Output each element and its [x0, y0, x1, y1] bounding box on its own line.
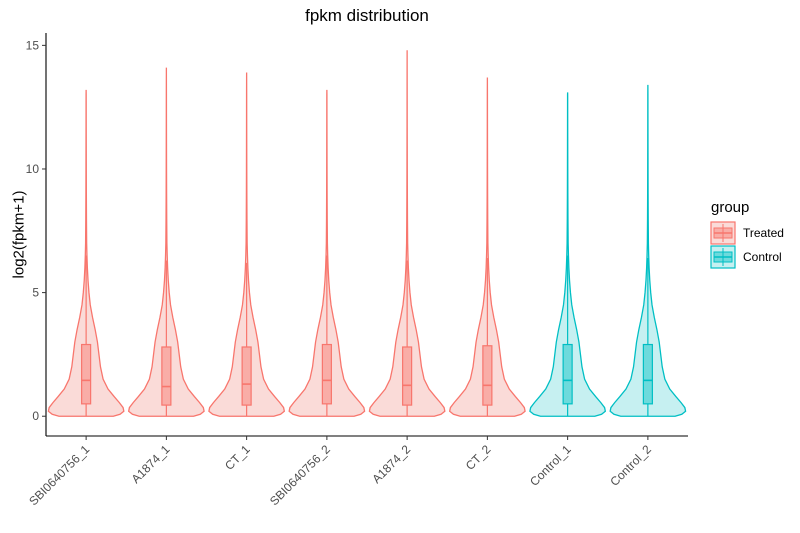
legend-label-treated: Treated	[743, 226, 784, 240]
plot-area	[47, 50, 687, 417]
box-Control_1	[562, 343, 573, 405]
box-SBI0640756_1	[81, 343, 92, 405]
violin-SBI0640756_1	[47, 89, 125, 417]
x-tick-label-SBI0640756_1: SBI0640756_1	[26, 442, 92, 508]
box-CT_1	[241, 346, 252, 406]
violin-SBI0640756_2	[288, 89, 366, 417]
box-fill-A1874_1	[161, 346, 171, 406]
legend-title: group	[711, 199, 749, 216]
axes: 0 5 10 15 SBI0640756_1 A1874_1 CT_1 SBI0640756_…	[26, 33, 688, 508]
x-tick-label-Control_2: Control_2	[607, 442, 654, 489]
box-A1874_1	[161, 346, 172, 406]
y-tick-label-0: 0	[32, 409, 39, 423]
box-fill-Control_1	[563, 344, 573, 404]
violin-CT_2	[448, 77, 526, 417]
box-fill-CT_1	[242, 346, 252, 406]
y-tick-label-15: 15	[26, 38, 40, 52]
box-fill-CT_2	[482, 345, 492, 406]
box-SBI0640756_2	[321, 343, 332, 405]
box-fill-SBI0640756_1	[81, 344, 91, 404]
box-CT_2	[482, 345, 493, 406]
box-fill-Control_2	[643, 344, 653, 404]
y-tick-label-10: 10	[26, 162, 40, 176]
x-tick-label-CT_1: CT_1	[222, 442, 253, 473]
y-axis-title: log2(fpkm+1)	[10, 191, 27, 279]
x-tick-label-SBI0640756_2: SBI0640756_2	[267, 442, 333, 508]
box-fill-SBI0640756_2	[322, 344, 332, 404]
x-tick-label-A1874_1: A1874_1	[129, 442, 173, 486]
legend-label-control: Control	[743, 250, 782, 264]
box-fill-A1874_2	[402, 346, 412, 406]
violin-CT_1	[208, 72, 286, 417]
box-Control_2	[642, 343, 653, 405]
x-tick-label-A1874_2: A1874_2	[369, 442, 413, 486]
legend: group Treated Control	[710, 199, 784, 269]
violin-A1874_1	[127, 67, 205, 417]
violin-Control_2	[609, 84, 687, 417]
x-tick-label-CT_2: CT_2	[463, 442, 494, 473]
violin-A1874_2	[368, 50, 446, 417]
x-tick-label-Control_1: Control_1	[527, 442, 574, 489]
y-tick-label-5: 5	[32, 286, 39, 300]
chart-title: fpkm distribution	[305, 6, 429, 25]
violin-Control_1	[529, 92, 607, 417]
box-A1874_2	[402, 346, 413, 406]
